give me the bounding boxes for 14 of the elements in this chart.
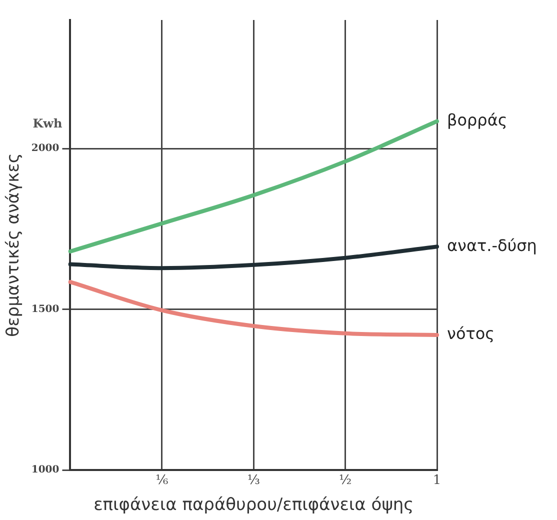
y-axis-title: θερμαντικές ανάγκες [4, 153, 24, 337]
text: Kwh [32, 116, 63, 131]
series-label: ανατ.-δύση [447, 236, 537, 255]
x-tick-label: ½ [339, 473, 352, 488]
y-tick-label: 2000 [31, 143, 60, 154]
series-label: νότος [447, 324, 495, 344]
x-tick-label: ⅓ [247, 473, 260, 488]
series-label: βορράς [447, 110, 508, 130]
y-tick-label: 1500 [31, 304, 60, 315]
x-tick-label: 1 [432, 473, 442, 488]
line-series [68, 244, 439, 270]
y-tick-label: 1000 [31, 464, 60, 476]
x-tick-label: ⅙ [156, 473, 169, 488]
x-axis-title: επιφάνεια παράθυρου/επιφάνεια όψης [94, 495, 414, 516]
